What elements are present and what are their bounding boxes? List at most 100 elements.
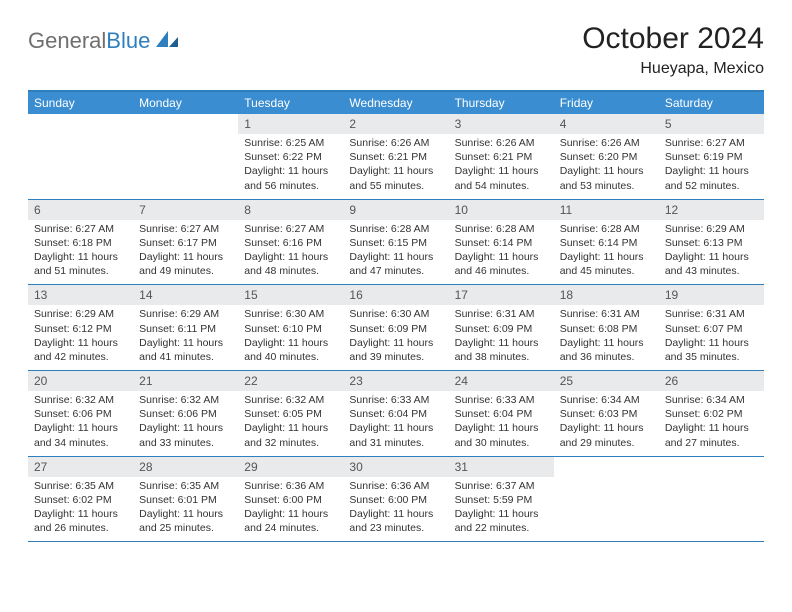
day-number: 19: [659, 285, 764, 305]
day-cell: 10Sunrise: 6:28 AMSunset: 6:14 PMDayligh…: [449, 200, 554, 285]
day-cell: 17Sunrise: 6:31 AMSunset: 6:09 PMDayligh…: [449, 285, 554, 370]
sunset-text: Sunset: 6:08 PM: [560, 322, 653, 336]
day-body: Sunrise: 6:30 AMSunset: 6:09 PMDaylight:…: [343, 305, 448, 370]
daylight-line1: Daylight: 11 hours: [665, 336, 758, 350]
page-title: October 2024: [582, 22, 764, 56]
sunset-text: Sunset: 6:07 PM: [665, 322, 758, 336]
dow-saturday: Saturday: [659, 92, 764, 114]
sunset-text: Sunset: 6:00 PM: [244, 493, 337, 507]
header: GeneralBlue October 2024 Hueyapa, Mexico: [28, 22, 764, 78]
calendar-page: GeneralBlue October 2024 Hueyapa, Mexico…: [0, 0, 792, 552]
sunset-text: Sunset: 6:19 PM: [665, 150, 758, 164]
day-body: Sunrise: 6:29 AMSunset: 6:13 PMDaylight:…: [659, 220, 764, 285]
daylight-line1: Daylight: 11 hours: [244, 507, 337, 521]
day-of-week-row: Sunday Monday Tuesday Wednesday Thursday…: [28, 92, 764, 114]
sunset-text: Sunset: 6:02 PM: [665, 407, 758, 421]
day-body: Sunrise: 6:36 AMSunset: 6:00 PMDaylight:…: [238, 477, 343, 542]
logo-sail-icon: [154, 29, 180, 54]
sunrise-text: Sunrise: 6:30 AM: [244, 307, 337, 321]
week-row: 20Sunrise: 6:32 AMSunset: 6:06 PMDayligh…: [28, 371, 764, 457]
daylight-line1: Daylight: 11 hours: [349, 336, 442, 350]
daylight-line2: and 32 minutes.: [244, 436, 337, 450]
day-body: Sunrise: 6:32 AMSunset: 6:06 PMDaylight:…: [133, 391, 238, 456]
logo: GeneralBlue: [28, 22, 180, 54]
sunrise-text: Sunrise: 6:26 AM: [455, 136, 548, 150]
day-body: Sunrise: 6:34 AMSunset: 6:02 PMDaylight:…: [659, 391, 764, 456]
day-body: Sunrise: 6:27 AMSunset: 6:16 PMDaylight:…: [238, 220, 343, 285]
daylight-line1: Daylight: 11 hours: [34, 507, 127, 521]
day-cell: 15Sunrise: 6:30 AMSunset: 6:10 PMDayligh…: [238, 285, 343, 370]
daylight-line1: Daylight: 11 hours: [455, 336, 548, 350]
daylight-line1: Daylight: 11 hours: [349, 250, 442, 264]
day-body: Sunrise: 6:27 AMSunset: 6:19 PMDaylight:…: [659, 134, 764, 199]
daylight-line2: and 36 minutes.: [560, 350, 653, 364]
day-body: Sunrise: 6:28 AMSunset: 6:14 PMDaylight:…: [449, 220, 554, 285]
day-number: 6: [28, 200, 133, 220]
sunset-text: Sunset: 6:01 PM: [139, 493, 232, 507]
day-number: 5: [659, 114, 764, 134]
logo-text: GeneralBlue: [28, 28, 150, 54]
day-cell: 26Sunrise: 6:34 AMSunset: 6:02 PMDayligh…: [659, 371, 764, 456]
daylight-line1: Daylight: 11 hours: [139, 250, 232, 264]
day-cell: 21Sunrise: 6:32 AMSunset: 6:06 PMDayligh…: [133, 371, 238, 456]
sunrise-text: Sunrise: 6:36 AM: [244, 479, 337, 493]
day-cell: 18Sunrise: 6:31 AMSunset: 6:08 PMDayligh…: [554, 285, 659, 370]
sunrise-text: Sunrise: 6:31 AM: [455, 307, 548, 321]
day-number: 29: [238, 457, 343, 477]
day-cell: 11Sunrise: 6:28 AMSunset: 6:14 PMDayligh…: [554, 200, 659, 285]
sunrise-text: Sunrise: 6:31 AM: [665, 307, 758, 321]
dow-sunday: Sunday: [28, 92, 133, 114]
sunset-text: Sunset: 6:21 PM: [455, 150, 548, 164]
day-body: Sunrise: 6:29 AMSunset: 6:12 PMDaylight:…: [28, 305, 133, 370]
week-row: 6Sunrise: 6:27 AMSunset: 6:18 PMDaylight…: [28, 200, 764, 286]
daylight-line1: Daylight: 11 hours: [455, 164, 548, 178]
daylight-line1: Daylight: 11 hours: [139, 421, 232, 435]
sunrise-text: Sunrise: 6:31 AM: [560, 307, 653, 321]
sunset-text: Sunset: 6:12 PM: [34, 322, 127, 336]
daylight-line2: and 48 minutes.: [244, 264, 337, 278]
daylight-line2: and 41 minutes.: [139, 350, 232, 364]
sunset-text: Sunset: 6:21 PM: [349, 150, 442, 164]
day-number: 3: [449, 114, 554, 134]
daylight-line1: Daylight: 11 hours: [560, 336, 653, 350]
day-body: Sunrise: 6:29 AMSunset: 6:11 PMDaylight:…: [133, 305, 238, 370]
daylight-line1: Daylight: 11 hours: [34, 250, 127, 264]
sunrise-text: Sunrise: 6:26 AM: [349, 136, 442, 150]
sunrise-text: Sunrise: 6:34 AM: [665, 393, 758, 407]
day-cell: 4Sunrise: 6:26 AMSunset: 6:20 PMDaylight…: [554, 114, 659, 199]
sunrise-text: Sunrise: 6:30 AM: [349, 307, 442, 321]
day-number: 17: [449, 285, 554, 305]
day-cell: 25Sunrise: 6:34 AMSunset: 6:03 PMDayligh…: [554, 371, 659, 456]
day-body: Sunrise: 6:33 AMSunset: 6:04 PMDaylight:…: [449, 391, 554, 456]
sunrise-text: Sunrise: 6:33 AM: [349, 393, 442, 407]
day-number: 14: [133, 285, 238, 305]
day-number: 8: [238, 200, 343, 220]
day-cell: 31Sunrise: 6:37 AMSunset: 5:59 PMDayligh…: [449, 457, 554, 542]
daylight-line1: Daylight: 11 hours: [244, 421, 337, 435]
empty-cell: [659, 457, 764, 542]
day-number: 11: [554, 200, 659, 220]
day-cell: 19 Sunrise: 6:31 AMSunset: 6:07 PMDayligh…: [659, 285, 764, 370]
daylight-line2: and 53 minutes.: [560, 179, 653, 193]
day-body: Sunrise: 6:35 AMSunset: 6:02 PMDaylight:…: [28, 477, 133, 542]
daylight-line2: and 39 minutes.: [349, 350, 442, 364]
sunset-text: Sunset: 6:05 PM: [244, 407, 337, 421]
day-body: Sunrise: 6:27 AMSunset: 6:17 PMDaylight:…: [133, 220, 238, 285]
day-cell: 24Sunrise: 6:33 AMSunset: 6:04 PMDayligh…: [449, 371, 554, 456]
dow-monday: Monday: [133, 92, 238, 114]
day-number: 2: [343, 114, 448, 134]
day-body: Sunrise: 6:30 AMSunset: 6:10 PMDaylight:…: [238, 305, 343, 370]
day-body: Sunrise: 6:34 AMSunset: 6:03 PMDaylight:…: [554, 391, 659, 456]
daylight-line2: and 54 minutes.: [455, 179, 548, 193]
weeks-container: 1Sunrise: 6:25 AMSunset: 6:22 PMDaylight…: [28, 114, 764, 542]
dow-tuesday: Tuesday: [238, 92, 343, 114]
day-cell: 5Sunrise: 6:27 AMSunset: 6:19 PMDaylight…: [659, 114, 764, 199]
week-row: 27Sunrise: 6:35 AMSunset: 6:02 PMDayligh…: [28, 457, 764, 543]
day-cell: 20Sunrise: 6:32 AMSunset: 6:06 PMDayligh…: [28, 371, 133, 456]
sunrise-text: Sunrise: 6:29 AM: [139, 307, 232, 321]
sunrise-text: Sunrise: 6:35 AM: [34, 479, 127, 493]
daylight-line2: and 31 minutes.: [349, 436, 442, 450]
day-body: Sunrise: 6:31 AMSunset: 6:09 PMDaylight:…: [449, 305, 554, 370]
sunrise-text: Sunrise: 6:32 AM: [139, 393, 232, 407]
sunset-text: Sunset: 6:04 PM: [455, 407, 548, 421]
